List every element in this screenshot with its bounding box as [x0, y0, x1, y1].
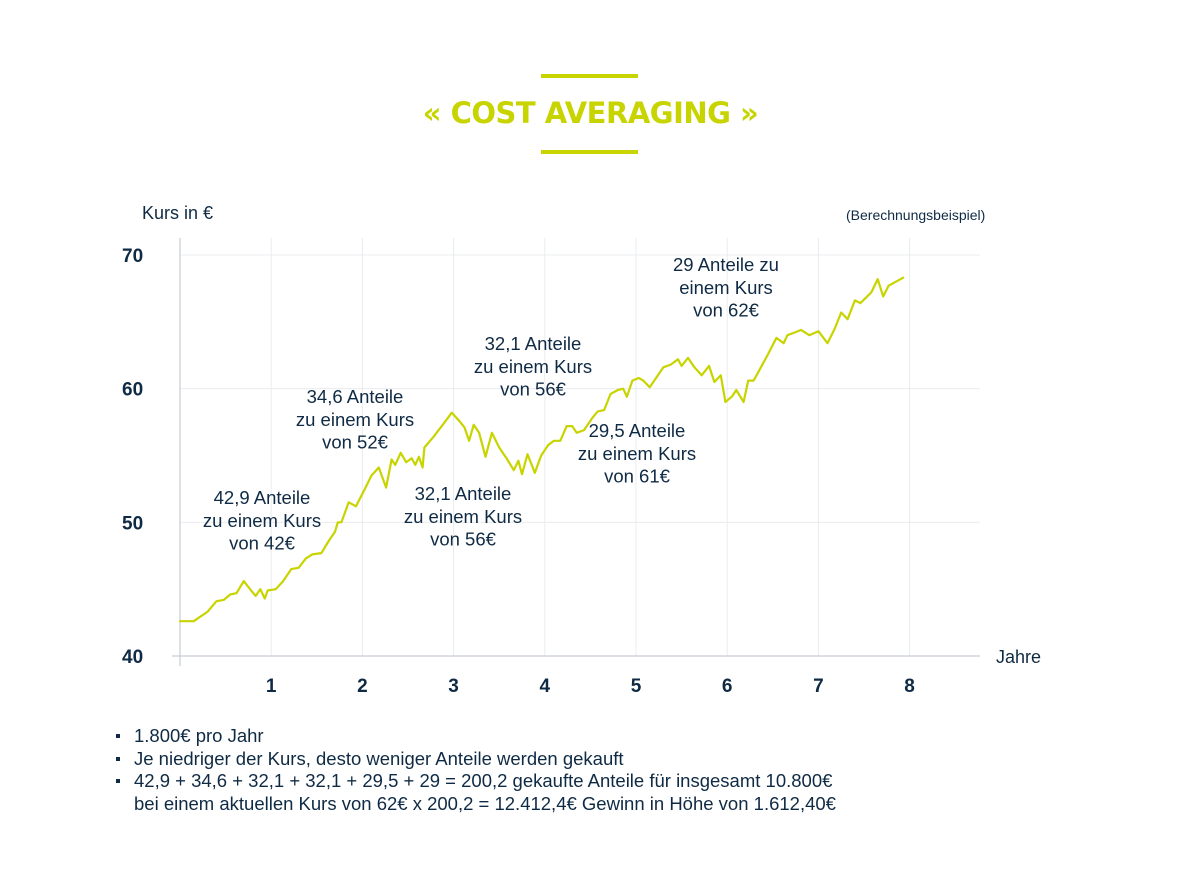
title-rule-bottom — [541, 150, 638, 154]
annotation-line: 29 Anteile zu — [673, 254, 779, 275]
annotation-line: einem Kurs — [679, 277, 773, 298]
bullet-marker — [116, 756, 120, 761]
annotation-label: 32,1 Anteile zu einem Kurs von 56€ — [474, 333, 592, 400]
annotation-line: von 42€ — [229, 533, 296, 554]
x-tick-label: 1 — [266, 676, 277, 697]
x-tick-label: 5 — [631, 676, 642, 697]
x-tick-label: 8 — [904, 676, 915, 697]
tick-labels: 1 2 3 4 5 6 7 8 40 50 60 70 Jahre — [122, 246, 1041, 697]
annotation-line: 32,1 Anteile — [415, 483, 512, 504]
bullet-marker — [116, 734, 120, 738]
bullet-text: bei einem aktuellen Kurs von 62€ x 200,2… — [134, 792, 836, 814]
y-tick-label: 40 — [122, 647, 143, 668]
annotation-line: von 56€ — [430, 529, 497, 550]
bullet-text: Je niedriger der Kurs, desto weniger Ant… — [134, 747, 624, 769]
annotation-line: zu einem Kurs — [474, 356, 592, 377]
annotation-label: 29 Anteile zu einem Kurs von 62€ — [673, 254, 779, 321]
bullet-item: 42,9 + 34,6 + 32,1 + 32,1 + 29,5 + 29 = … — [116, 770, 836, 815]
series — [178, 276, 905, 623]
chart-title: « COST AVERAGING » — [422, 96, 759, 130]
title-rule-top — [541, 74, 638, 78]
x-tick-label: 3 — [448, 676, 459, 697]
annotation-line: von 52€ — [322, 432, 389, 453]
annotation-line: von 62€ — [693, 300, 760, 321]
annotation-line: 34,6 Anteile — [307, 386, 404, 407]
annotation-line: 42,9 Anteile — [214, 487, 311, 508]
annotation-label: 32,1 Anteile zu einem Kurs von 56€ — [404, 483, 522, 550]
y-tick-label: 60 — [122, 380, 143, 401]
annotation-line: zu einem Kurs — [578, 443, 696, 464]
x-tick-label: 6 — [722, 676, 733, 697]
x-tick-label: 2 — [357, 676, 368, 697]
annotation-line: zu einem Kurs — [404, 506, 522, 527]
grid — [180, 238, 980, 656]
annotation-line: von 61€ — [604, 466, 671, 487]
bullet-item: 1.800€ pro Jahr — [116, 725, 836, 748]
annotation-line: zu einem Kurs — [296, 409, 414, 430]
y-tick-label: 70 — [122, 246, 143, 267]
y-tick-label: 50 — [122, 513, 143, 534]
bullet-marker — [116, 779, 120, 783]
annotation-line: von 56€ — [500, 379, 567, 400]
annotation-label: 29,5 Anteile zu einem Kurs von 61€ — [578, 420, 696, 487]
bullet-list: 1.800€ pro Jahr Je niedriger der Kurs, de… — [116, 725, 836, 815]
x-tick-label: 4 — [540, 676, 551, 697]
axes — [172, 238, 980, 666]
example-note: (Berechnungsbeispiel) — [846, 207, 986, 223]
x-axis-label: Jahre — [996, 647, 1041, 667]
annotations: 42,9 Anteile zu einem Kurs von 42€34,6 Ant… — [203, 254, 779, 554]
x-tick-label: 7 — [813, 676, 824, 697]
price-line — [178, 276, 905, 623]
annotation-line: 29,5 Anteile — [589, 420, 686, 441]
annotation-label: 34,6 Anteile zu einem Kurs von 52€ — [296, 386, 414, 453]
annotation-label: 42,9 Anteile zu einem Kurs von 42€ — [203, 487, 321, 554]
bullet-text: 1.800€ pro Jahr — [134, 725, 264, 746]
bullet-text: 42,9 + 34,6 + 32,1 + 32,1 + 29,5 + 29 = … — [134, 770, 833, 791]
bullet-item: Je niedriger der Kurs, desto weniger Ant… — [116, 748, 836, 771]
annotation-line: 32,1 Anteile — [485, 333, 582, 354]
annotation-line: zu einem Kurs — [203, 510, 321, 531]
y-axis-label: Kurs in € — [142, 203, 214, 223]
